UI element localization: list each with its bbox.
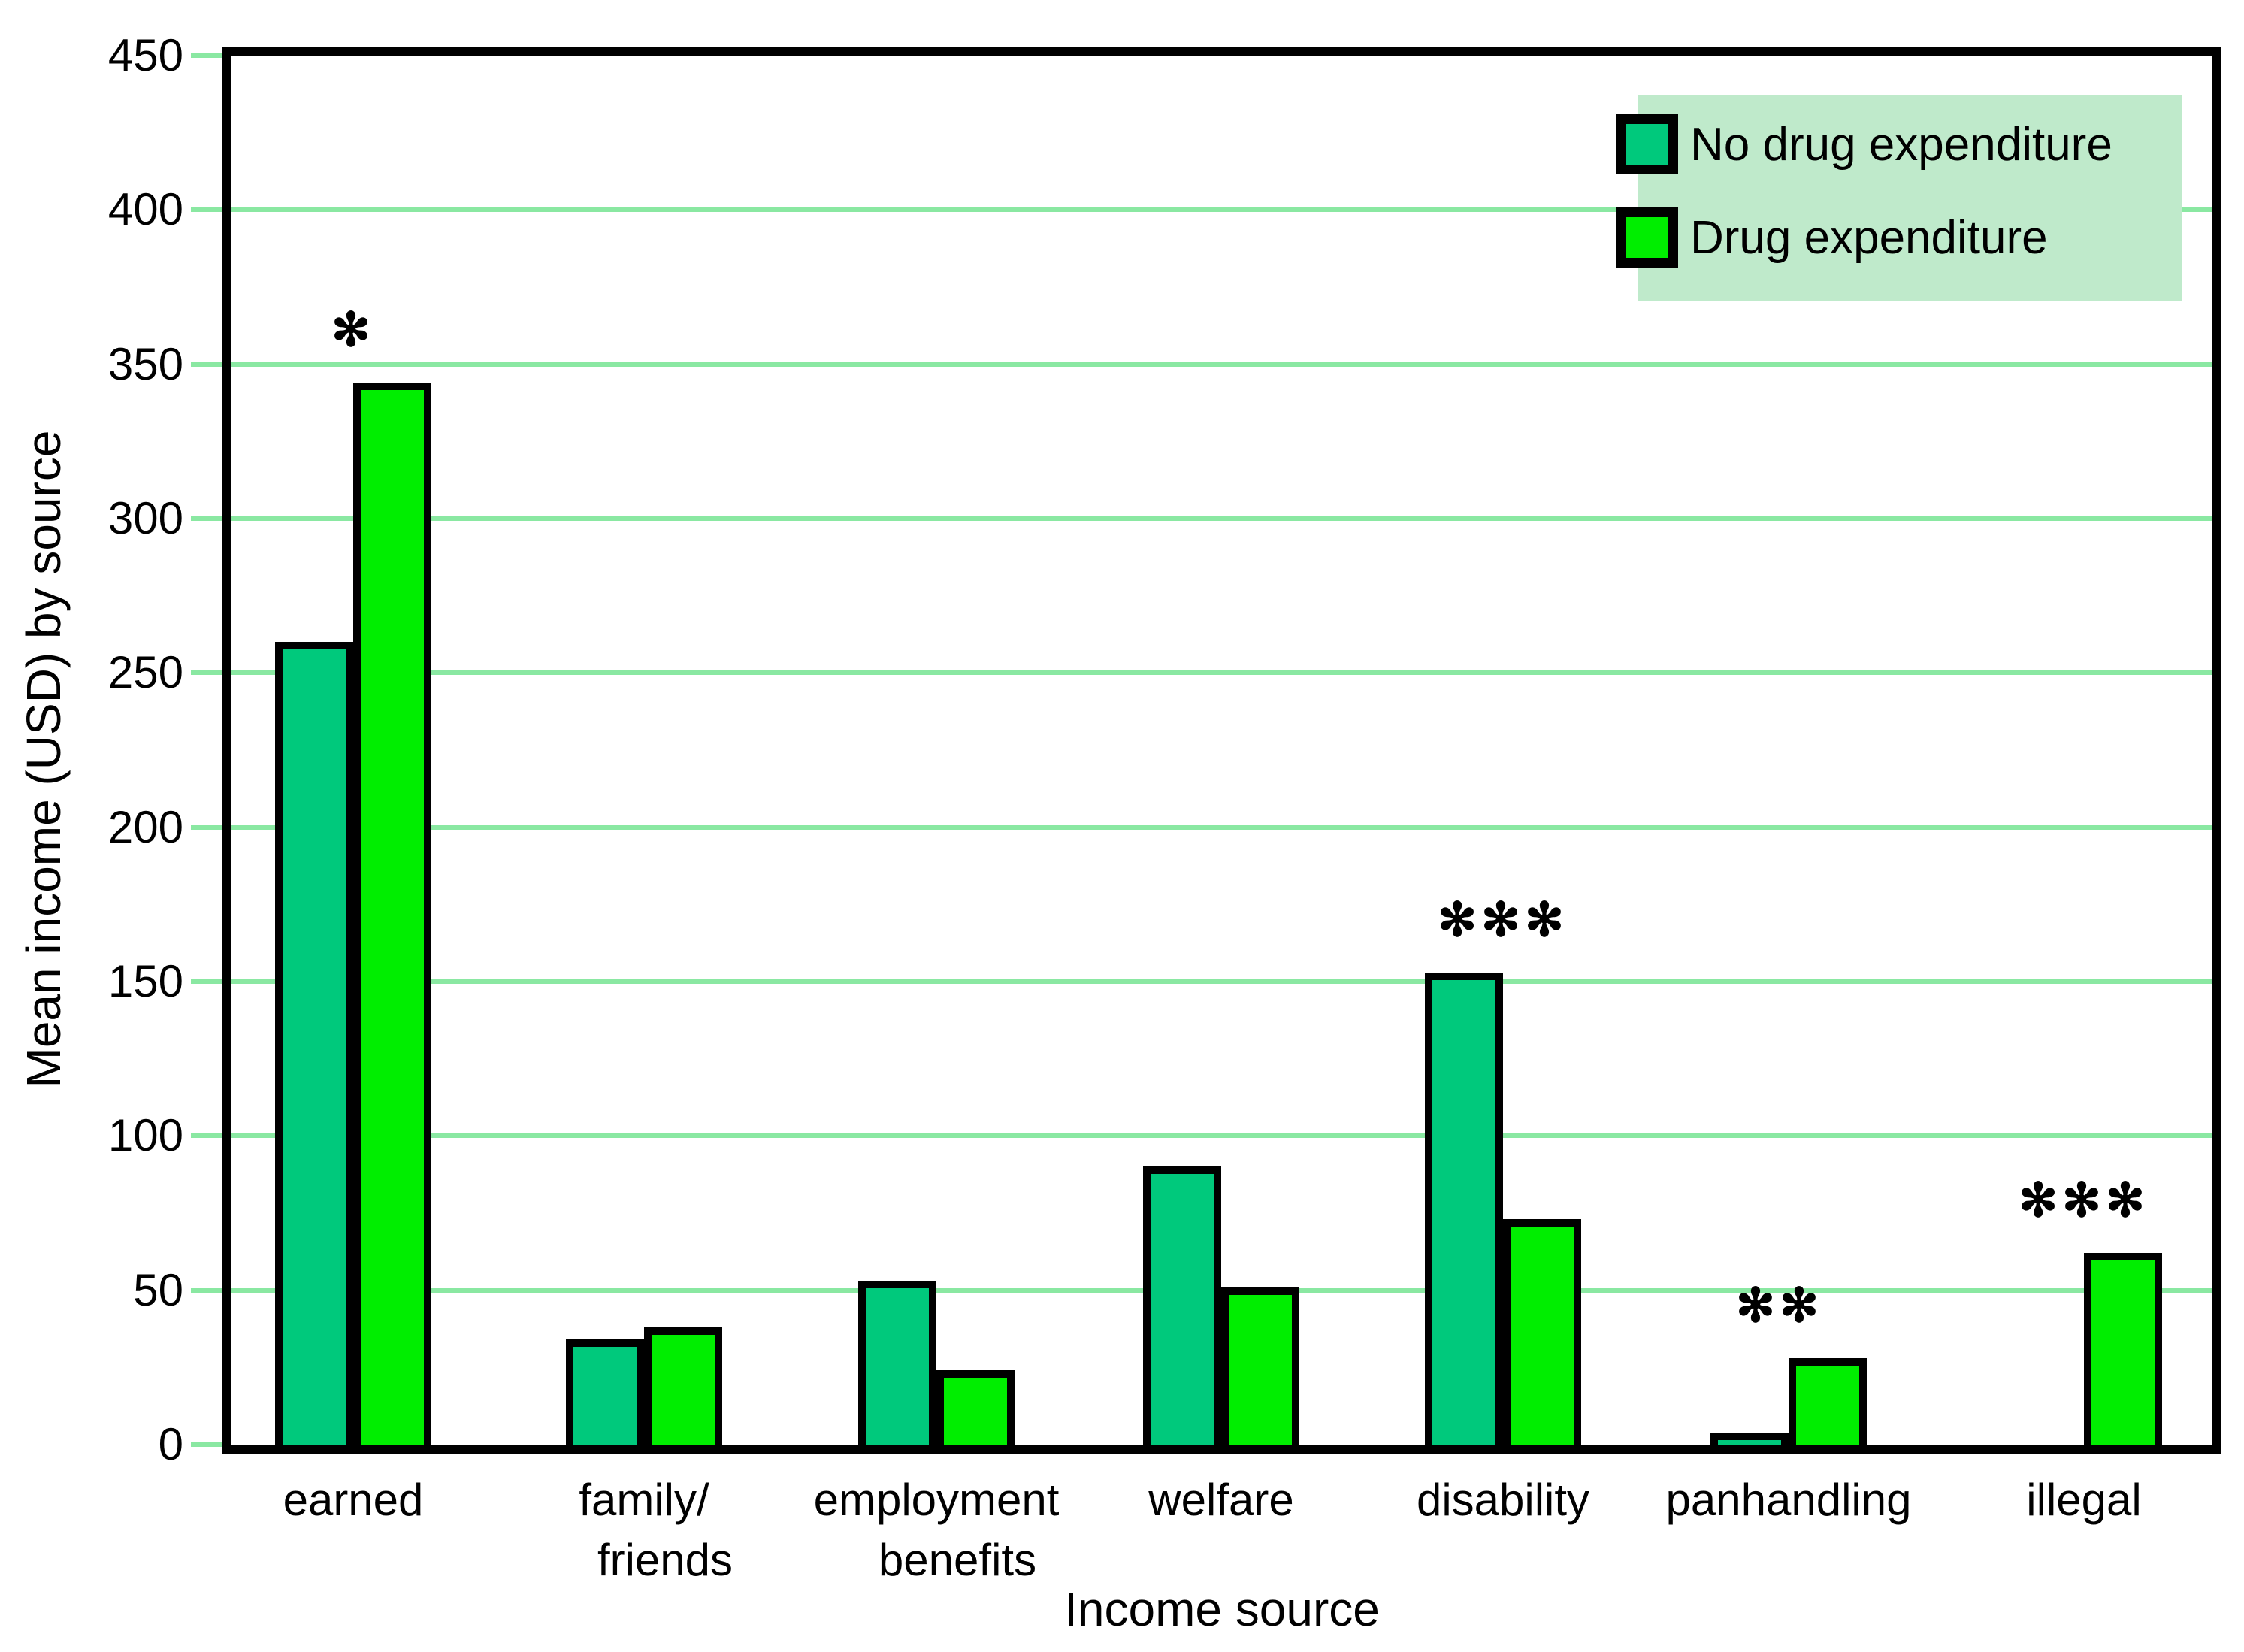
bar-welfare-drug xyxy=(1221,1287,1299,1445)
x-tick-label-line: disability xyxy=(1416,1475,1590,1525)
y-tick-label: 100 xyxy=(107,1110,183,1160)
y-tick-label: 350 xyxy=(107,339,183,389)
y-axis-tick xyxy=(191,53,222,58)
y-axis-tick xyxy=(191,825,222,830)
x-tick-label-panhandling: panhandling xyxy=(1666,1470,1912,1530)
x-tick-label-employment-benefits: employment benefits xyxy=(814,1470,1060,1590)
x-tick-label-line: illegal xyxy=(2026,1475,2142,1525)
y-tick-label: 300 xyxy=(107,493,183,543)
legend-item-no-drug: No drug expenditure xyxy=(1616,114,2112,174)
x-tick-label-line: earned xyxy=(283,1475,424,1525)
legend-label: No drug expenditure xyxy=(1690,118,2112,171)
x-tick-label-line: friends xyxy=(597,1535,733,1585)
legend-item-drug: Drug expenditure xyxy=(1616,207,2048,268)
x-tick-label-line: employment xyxy=(813,1475,1060,1525)
y-tick-label: 450 xyxy=(107,30,183,80)
x-tick-label-family-friends: family/friends xyxy=(576,1470,733,1590)
gridline xyxy=(231,979,2212,984)
bar-welfare-no-drug xyxy=(1143,1166,1221,1445)
x-tick-label-disability: disability xyxy=(1417,1470,1589,1530)
y-tick-label: 50 xyxy=(133,1265,183,1315)
bar-employment-benefits-drug xyxy=(936,1370,1015,1445)
gridline xyxy=(231,207,2212,212)
x-tick-label-line: benefits xyxy=(878,1535,1037,1585)
y-axis-tick xyxy=(191,362,222,367)
x-tick-label-line: family/ xyxy=(579,1475,709,1525)
gridline xyxy=(231,825,2212,830)
legend-swatch-no-drug-icon xyxy=(1616,114,1678,174)
significance-asterisks: ✻✻✻ xyxy=(1438,894,1568,946)
x-tick-label-welfare: welfare xyxy=(1148,1470,1293,1530)
y-axis-tick xyxy=(191,207,222,212)
bar-family-friends-no-drug xyxy=(566,1339,644,1445)
significance-asterisks: ✻ xyxy=(331,304,375,356)
y-axis-tick xyxy=(191,1133,222,1138)
bar-employment-benefits-no-drug xyxy=(858,1281,936,1445)
x-tick-label-line: panhandling xyxy=(1665,1475,1912,1525)
plot-area: ✻ ✻✻✻ ✻✻ ✻✻✻ xyxy=(222,47,2221,1454)
y-tick-label: 250 xyxy=(107,647,183,697)
bar-panhandling-drug xyxy=(1789,1358,1867,1445)
y-axis-tick xyxy=(191,516,222,521)
x-tick-label-line: welfare xyxy=(1148,1475,1294,1525)
significance-asterisks: ✻✻ xyxy=(1736,1280,1823,1332)
bar-panhandling-no-drug xyxy=(1710,1433,1789,1445)
x-tick-label-illegal: illegal xyxy=(2026,1470,2141,1530)
y-tick-label: 400 xyxy=(107,184,183,234)
bar-family-friends-drug xyxy=(644,1327,722,1445)
gridline xyxy=(231,1133,2212,1138)
legend xyxy=(1638,95,2182,301)
x-tick-label-earned: earned xyxy=(283,1470,424,1530)
y-tick-label: 200 xyxy=(107,802,183,852)
x-axis-title: Income source xyxy=(1064,1582,1380,1636)
bar-disability-no-drug xyxy=(1425,973,1503,1445)
gridline xyxy=(231,670,2212,675)
bar-disability-drug xyxy=(1503,1219,1581,1445)
y-tick-label: 150 xyxy=(107,956,183,1006)
gridline xyxy=(231,516,2212,521)
gridline xyxy=(231,362,2212,367)
bar-earned-drug xyxy=(353,383,431,1445)
legend-label: Drug expenditure xyxy=(1690,211,2048,264)
y-axis-tick xyxy=(191,1442,222,1447)
bar-illegal-drug xyxy=(2084,1253,2162,1445)
y-axis-tick xyxy=(191,670,222,675)
significance-asterisks: ✻✻✻ xyxy=(2019,1175,2149,1227)
y-tick-label: 0 xyxy=(158,1419,183,1469)
y-axis-tick xyxy=(191,1288,222,1293)
y-axis-tick xyxy=(191,979,222,984)
legend-swatch-drug-icon xyxy=(1616,207,1678,268)
bar-earned-no-drug xyxy=(275,642,353,1445)
